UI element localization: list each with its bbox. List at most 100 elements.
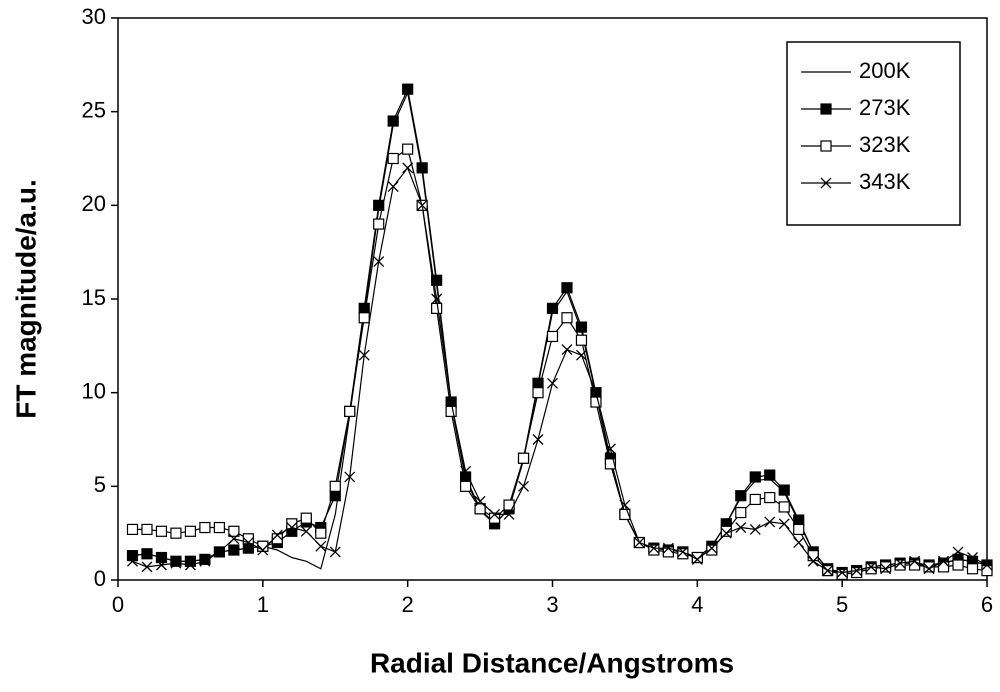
marker — [981, 565, 993, 577]
marker — [460, 480, 472, 492]
marker — [184, 559, 196, 571]
marker — [126, 523, 139, 536]
marker — [764, 491, 776, 504]
marker — [184, 555, 197, 567]
x-tick-label: 3 — [546, 592, 558, 617]
y-tick-label: 10 — [82, 378, 106, 403]
marker — [604, 458, 617, 470]
marker — [778, 518, 790, 530]
marker — [474, 503, 486, 515]
marker — [836, 567, 848, 578]
marker — [778, 501, 790, 513]
marker — [908, 559, 921, 571]
marker — [460, 465, 472, 477]
marker — [373, 218, 385, 230]
marker — [416, 162, 428, 174]
y-tick-label: 20 — [82, 191, 106, 216]
marker — [315, 540, 327, 552]
marker — [184, 525, 197, 537]
marker — [952, 559, 964, 571]
marker — [966, 563, 979, 575]
marker — [633, 537, 645, 548]
marker — [242, 537, 254, 548]
marker — [546, 330, 559, 343]
marker — [387, 152, 399, 165]
marker — [155, 525, 168, 537]
marker — [764, 516, 776, 528]
marker — [793, 523, 805, 536]
marker — [677, 548, 689, 560]
marker — [141, 548, 153, 560]
marker — [778, 484, 790, 496]
marker — [547, 377, 558, 389]
marker — [170, 527, 182, 539]
marker — [402, 162, 414, 174]
marker — [286, 518, 298, 530]
marker — [648, 542, 660, 554]
marker — [199, 553, 211, 565]
marker — [141, 523, 153, 536]
marker — [619, 508, 631, 521]
marker — [662, 542, 674, 554]
marker — [576, 349, 587, 361]
marker — [402, 83, 414, 95]
legend-label: 200K — [859, 58, 911, 83]
marker — [387, 115, 399, 127]
marker — [286, 522, 298, 534]
series — [127, 162, 993, 578]
marker — [517, 452, 530, 464]
marker — [271, 529, 283, 541]
y-tick-label: 5 — [94, 472, 106, 497]
marker — [836, 568, 848, 580]
marker — [358, 312, 370, 324]
marker — [735, 522, 747, 534]
marker — [199, 555, 211, 567]
marker — [518, 480, 529, 492]
marker — [561, 282, 573, 294]
marker — [213, 521, 225, 534]
y-tick-label: 0 — [94, 566, 106, 591]
marker — [460, 471, 472, 483]
marker — [373, 256, 385, 267]
marker — [590, 387, 602, 399]
marker — [445, 405, 457, 417]
marker — [431, 293, 443, 305]
marker — [938, 555, 950, 567]
marker — [141, 561, 153, 573]
marker — [242, 533, 254, 545]
marker — [199, 521, 211, 534]
marker — [820, 103, 832, 115]
marker — [851, 565, 863, 577]
y-tick-label: 15 — [82, 285, 106, 310]
marker — [373, 199, 385, 211]
marker — [358, 349, 370, 361]
x-tick-label: 4 — [691, 592, 703, 617]
marker — [228, 525, 240, 537]
marker — [488, 512, 501, 524]
marker — [807, 550, 819, 562]
legend-label: 273K — [859, 95, 911, 120]
marker — [735, 506, 747, 519]
marker — [590, 396, 602, 408]
marker — [706, 542, 718, 554]
marker — [127, 555, 138, 567]
x-tick-label: 6 — [981, 592, 993, 617]
legend: 200K 273K 323K 343K — [786, 41, 961, 226]
marker — [300, 512, 312, 524]
x-tick-label: 2 — [402, 592, 414, 617]
marker — [822, 565, 834, 577]
marker — [706, 544, 718, 556]
marker — [503, 508, 515, 520]
marker — [764, 469, 776, 481]
marker — [749, 493, 761, 506]
marker — [402, 143, 414, 155]
marker — [793, 537, 805, 548]
y-tick-label: 30 — [82, 4, 106, 29]
marker — [749, 471, 761, 483]
marker — [271, 533, 283, 545]
marker — [820, 140, 832, 152]
marker — [155, 559, 167, 571]
marker — [619, 499, 631, 511]
x-axis-title: Radial Distance/Angstroms — [370, 647, 734, 678]
marker — [546, 302, 559, 314]
